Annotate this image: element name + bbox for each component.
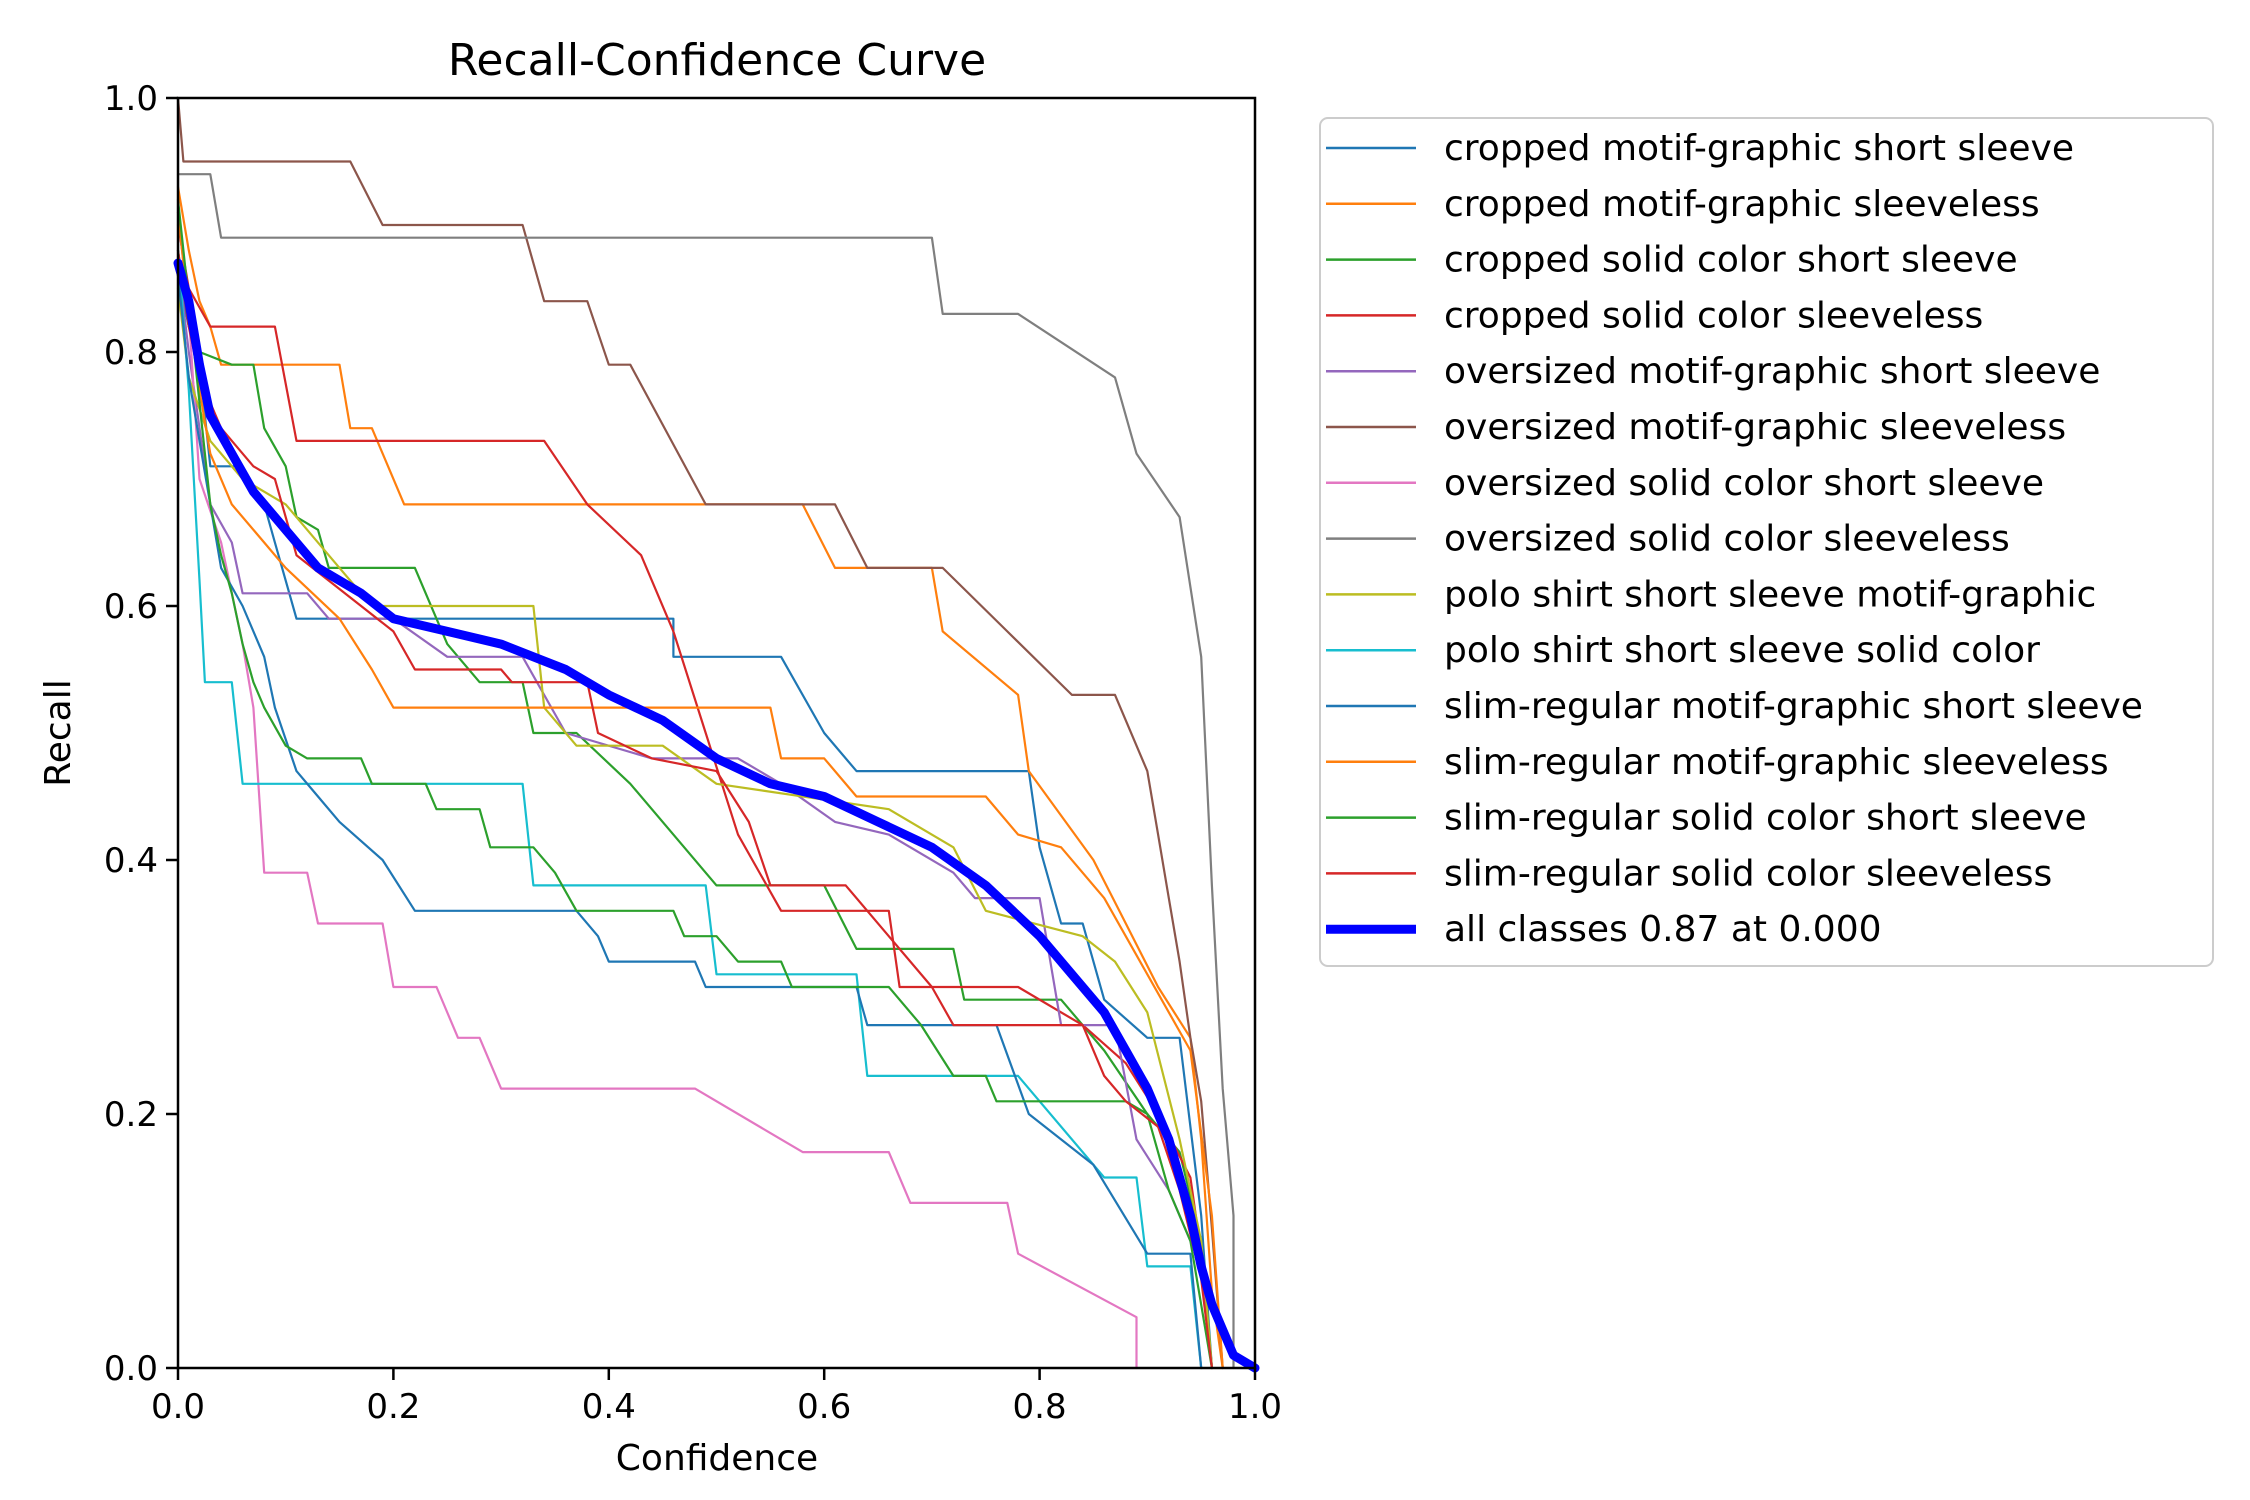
series-line-4	[176, 262, 1214, 1370]
legend-label-4: oversized motif-graphic short sleeve	[1444, 351, 2100, 392]
x-tick-label: 0.2	[366, 1387, 420, 1427]
legend-label-9: polo shirt short sleeve solid color	[1444, 630, 2040, 671]
legend-label-6: oversized solid color short sleeve	[1444, 463, 2044, 504]
series-line-10	[176, 274, 1203, 1370]
y-tick-label: 0.4	[104, 841, 158, 881]
x-tick-label: 0.0	[151, 1387, 205, 1427]
x-tick-label: 0.6	[797, 1387, 851, 1427]
y-tick-label: 0.8	[104, 333, 158, 373]
x-axis-title: Confidence	[616, 1438, 818, 1479]
legend-label-14: all classes 0.87 at 0.000	[1444, 909, 1882, 950]
plot-series-group	[173, 96, 1260, 1373]
series-line-8	[176, 287, 1214, 1370]
x-axis-ticks: 0.0 0.2 0.4 0.6 0.8 1.0	[151, 1368, 1282, 1427]
series-line-12	[176, 198, 1214, 1370]
series-line-3	[176, 223, 1214, 1370]
series-line-14	[173, 258, 1260, 1373]
chart-legend: cropped motif-graphic short sleeve croppe…	[1319, 117, 2214, 967]
x-tick-label: 0.4	[582, 1387, 636, 1427]
legend-label-11: slim-regular motif-graphic sleeveless	[1444, 742, 2109, 783]
plot-frame	[176, 96, 1257, 1370]
legend-label-8: polo shirt short sleeve motif-graphic	[1444, 574, 2096, 615]
y-tick-label: 1.0	[104, 79, 158, 119]
legend-label-2: cropped solid color short sleeve	[1444, 240, 2018, 281]
legend-label-3: cropped solid color sleeveless	[1444, 295, 1983, 336]
legend-label-0: cropped motif-graphic short sleeve	[1444, 128, 2074, 169]
series-line-6	[176, 211, 1138, 1370]
series-line-9	[176, 249, 1203, 1370]
legend-label-13: slim-regular solid color sleeveless	[1444, 853, 2052, 894]
legend-label-1: cropped motif-graphic sleeveless	[1444, 184, 2040, 225]
series-line-5	[176, 96, 1224, 1370]
series-line-1	[176, 185, 1224, 1370]
y-tick-label: 0.6	[104, 587, 158, 627]
chart-title: Recall-Confidence Curve	[448, 35, 986, 86]
series-line-7	[176, 173, 1235, 1370]
y-axis-ticks: 0.0 0.2 0.4 0.6 0.8 1.0	[104, 79, 178, 1389]
legend-box	[1319, 117, 2214, 967]
series-line-11	[176, 211, 1224, 1370]
series-line-13	[176, 249, 1214, 1370]
legend-label-12: slim-regular solid color short sleeve	[1444, 798, 2087, 839]
legend-items: cropped motif-graphic short sleeve croppe…	[1326, 128, 2143, 950]
legend-label-10: slim-regular motif-graphic short sleeve	[1444, 686, 2143, 727]
x-tick-label: 1.0	[1228, 1387, 1282, 1427]
legend-label-7: oversized solid color sleeveless	[1444, 519, 2010, 560]
series-line-0	[176, 274, 1214, 1370]
y-tick-label: 0.0	[104, 1349, 158, 1389]
y-tick-label: 0.2	[104, 1095, 158, 1135]
series-line-2	[176, 249, 1214, 1370]
legend-label-5: oversized motif-graphic sleeveless	[1444, 407, 2066, 448]
x-tick-label: 0.8	[1013, 1387, 1067, 1427]
y-axis-title: Recall	[38, 679, 79, 786]
